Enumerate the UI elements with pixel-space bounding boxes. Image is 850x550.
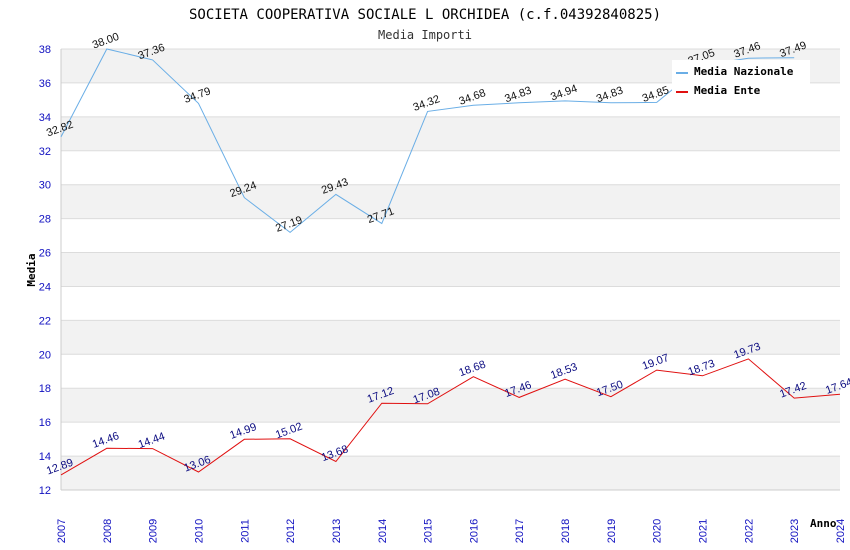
grid-band (61, 320, 840, 355)
y-tick-label: 14 (39, 451, 51, 463)
data-label: 14.46 (91, 430, 121, 451)
series-line-nazionale (60, 48, 795, 234)
grid-bands (61, 49, 840, 490)
chart-title: SOCIETA COOPERATIVA SOCIALE L ORCHIDEA (… (189, 7, 661, 23)
data-label: 34.32 (412, 93, 442, 114)
x-tick-label: 2015 (423, 519, 435, 543)
x-tick-label: 2024 (835, 519, 847, 543)
data-label: 18.53 (549, 361, 579, 382)
x-tick-label: 2021 (698, 519, 710, 543)
x-tick-label: 2012 (285, 519, 297, 543)
x-tick-label: 2016 (468, 519, 480, 543)
x-tick-label: 2020 (652, 519, 664, 543)
grid-band (61, 252, 840, 287)
y-tick-label: 24 (39, 281, 51, 293)
data-label: 19.07 (641, 352, 671, 373)
x-tick-label: 2011 (239, 519, 251, 543)
data-label: 34.94 (549, 83, 579, 104)
y-tick-label: 18 (39, 383, 51, 395)
y-tick-labels: 12 14 16 18 20 22 24 26 28 30 32 34 36 38 (39, 44, 51, 497)
x-axis-label: Anno (810, 517, 837, 530)
y-tick-label: 36 (39, 78, 51, 90)
x-tick-label: 2023 (789, 519, 801, 543)
data-label: 34.85 (641, 84, 671, 105)
x-tick-label: 2010 (193, 519, 205, 543)
legend-label-ente: Media Ente (694, 84, 761, 97)
x-tick-label: 2019 (606, 519, 618, 543)
y-axis-label: Media (25, 253, 38, 286)
y-tick-label: 12 (39, 485, 51, 497)
legend-box (672, 60, 810, 102)
y-tick-label: 28 (39, 214, 51, 226)
legend: Media Nazionale Media Ente (672, 60, 810, 102)
x-tick-label: 2008 (102, 519, 114, 543)
y-tick-label: 34 (39, 112, 51, 124)
data-label: 34.83 (595, 85, 625, 106)
data-label: 18.68 (457, 359, 487, 380)
y-tick-label: 22 (39, 315, 51, 327)
grid-lines (60, 48, 840, 491)
y-tick-label: 20 (39, 349, 51, 361)
y-tick-label: 38 (39, 44, 51, 56)
x-tick-label: 2017 (514, 519, 526, 543)
legend-label-nazionale: Media Nazionale (694, 65, 794, 78)
y-tick-label: 26 (39, 248, 51, 260)
grid-band (61, 184, 840, 219)
x-tick-label: 2009 (148, 519, 160, 543)
series-lines (60, 48, 841, 476)
x-tick-label: 2013 (331, 519, 343, 543)
x-tick-label: 2022 (743, 519, 755, 543)
y-tick-label: 30 (39, 180, 51, 192)
grid-band (61, 388, 840, 423)
x-tick-label: 2007 (56, 519, 68, 543)
data-label: 15.02 (274, 421, 304, 442)
y-tick-label: 16 (39, 417, 51, 429)
y-tick-label: 32 (39, 146, 51, 158)
x-tick-label: 2014 (377, 519, 389, 543)
chart-subtitle: Media Importi (378, 28, 472, 42)
data-label: 14.44 (137, 430, 167, 451)
grid-band (61, 116, 840, 151)
x-tick-labels: 2007 2008 2009 2010 2011 2012 2013 2014 2015 2016… (56, 519, 847, 543)
data-label: 38.00 (91, 31, 121, 52)
series-line-ente (60, 358, 841, 476)
grid-band (61, 456, 840, 490)
x-tick-label: 2018 (560, 519, 572, 543)
